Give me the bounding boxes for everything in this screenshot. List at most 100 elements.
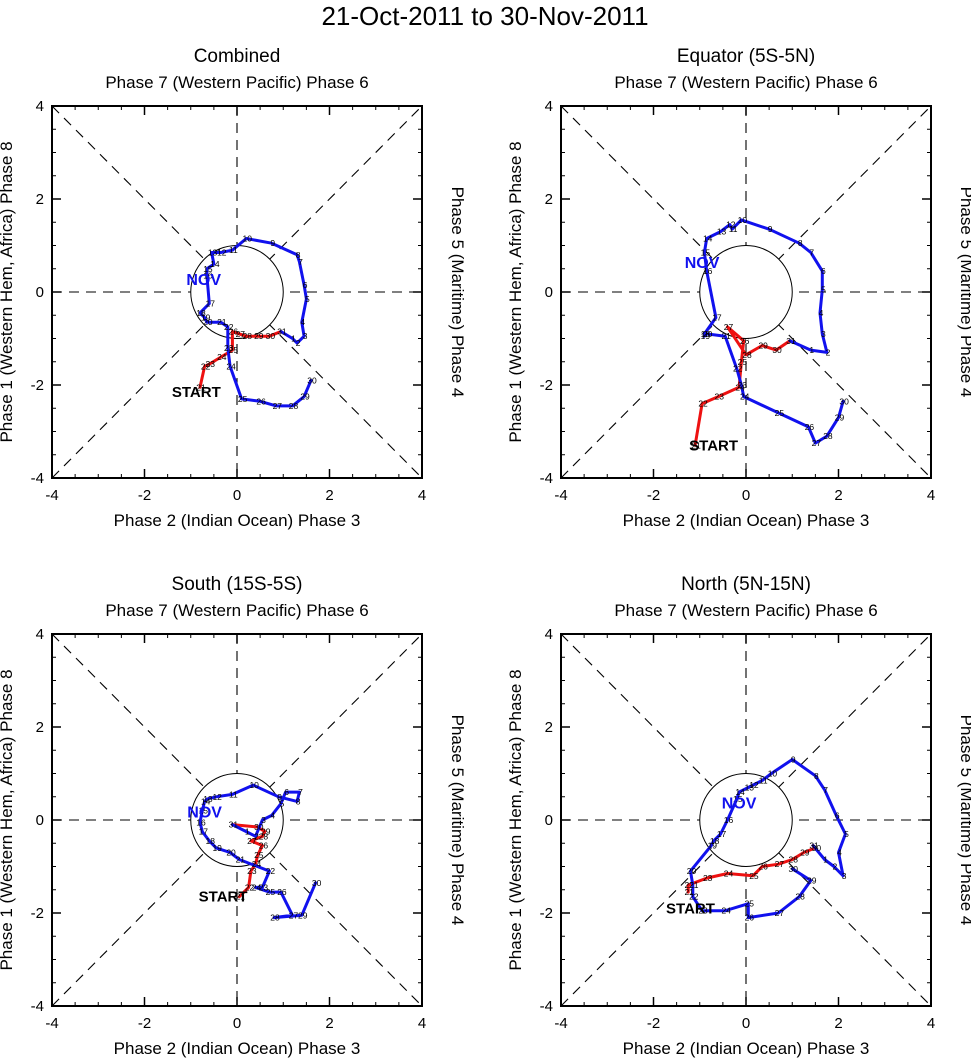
day-label: 1: [291, 334, 296, 344]
day-label: 24: [217, 352, 227, 362]
day-label: 30: [789, 864, 799, 874]
day-label: 29: [800, 848, 810, 858]
day-label: 28: [243, 331, 253, 341]
series-line-october: [686, 844, 817, 894]
x-tick-label: 2: [834, 1015, 842, 1032]
right-phase-label: Phase 5 (Maritime) Phase 4: [448, 715, 467, 926]
day-label: 5: [821, 285, 826, 295]
day-label: 25: [775, 408, 785, 418]
x-tick-label: 0: [742, 487, 750, 504]
day-label: 17: [717, 829, 727, 839]
day-label: 28: [270, 913, 280, 923]
day-label: 24: [724, 868, 734, 878]
day-label: 28: [795, 892, 805, 902]
day-label: 8: [296, 796, 301, 806]
day-label: 21: [691, 440, 701, 450]
day-label: 9: [768, 224, 773, 234]
month-label-nov: NOV: [685, 255, 720, 272]
day-label: 15: [733, 794, 743, 804]
left-phase-label: Phase 1 (Western Hem, Africa) Phase 8: [0, 669, 16, 970]
day-label: 12: [749, 780, 759, 790]
x-tick-label: 2: [325, 487, 333, 504]
day-label: 26: [745, 913, 755, 923]
day-label: 13: [208, 247, 218, 257]
x-tick-label: 2: [325, 1015, 333, 1032]
day-label: 7: [823, 785, 828, 795]
day-label: 26: [229, 327, 239, 337]
day-label: 6: [835, 810, 840, 820]
y-tick-label: -2: [540, 377, 553, 394]
day-label: 19: [708, 841, 718, 851]
day-label: 18: [710, 836, 720, 846]
day-label: 11: [729, 224, 738, 234]
day-label: 1: [823, 855, 828, 865]
start-label: START: [172, 384, 221, 401]
day-label: 9: [270, 238, 275, 248]
panel-1: Combined Phase 7 (Western Pacific) Phase …: [0, 46, 467, 530]
day-label: 27: [289, 910, 299, 920]
top-phase-label: Phase 7 (Western Pacific) Phase 6: [614, 601, 877, 620]
start-label: START: [199, 889, 248, 906]
day-label: 19: [701, 331, 711, 341]
day-label: 30: [254, 822, 264, 832]
day-label: 29: [807, 875, 817, 885]
day-label: 8: [798, 238, 803, 248]
series-line-november: [702, 218, 845, 445]
day-label: 24: [252, 882, 262, 892]
right-phase-label: Phase 5 (Maritime) Phase 4: [957, 187, 971, 398]
x-tick-label: 2: [834, 487, 842, 504]
day-label: 2: [833, 862, 838, 872]
day-label: 4: [819, 308, 824, 318]
panel-4: North (5N-15N) Phase 7 (Western Pacific) …: [506, 574, 971, 1058]
day-label: 4: [270, 810, 275, 820]
day-label: 26: [256, 396, 266, 406]
day-label: 26: [259, 841, 269, 851]
day-label: 21: [721, 331, 731, 341]
series-line-october: [198, 330, 283, 389]
day-label: 14: [210, 259, 220, 269]
day-label: 11: [229, 789, 238, 799]
panel-2: Equator (5S-5N) Phase 7 (Western Pacific)…: [506, 46, 971, 530]
day-label: 11: [759, 775, 768, 785]
day-label: 24: [721, 906, 731, 916]
day-label: 6: [821, 266, 826, 276]
day-label: 28: [823, 431, 833, 441]
day-label: 15: [701, 247, 711, 257]
day-label: 3: [303, 331, 308, 341]
day-label: 2: [254, 831, 259, 841]
panel-title: North (5N-15N): [681, 574, 811, 595]
unit-circle: [699, 773, 793, 867]
day-label: 10: [243, 234, 253, 244]
day-label: 21: [196, 382, 206, 392]
left-phase-label: Phase 1 (Western Hem, Africa) Phase 8: [0, 141, 16, 442]
day-label: 30: [307, 375, 317, 385]
day-label: 27: [775, 859, 785, 869]
day-label: 31: [229, 820, 239, 830]
series-line-october: [693, 325, 792, 447]
x-tick-label: -2: [647, 1015, 660, 1032]
day-label: 7: [298, 257, 303, 267]
right-phase-label: Phase 5 (Maritime) Phase 4: [448, 187, 467, 398]
day-label: 15: [203, 264, 213, 274]
y-tick-label: 0: [36, 812, 44, 829]
day-label: 21: [236, 892, 246, 902]
day-label: 9: [791, 755, 796, 765]
day-label: 17: [712, 313, 722, 323]
y-tick-label: 4: [545, 98, 553, 115]
start-label: START: [689, 437, 738, 454]
day-label: 16: [196, 817, 206, 827]
day-label: 30: [312, 878, 322, 888]
day-label: 24: [252, 859, 262, 869]
y-tick-label: -2: [540, 905, 553, 922]
panel-title: Equator (5S-5N): [677, 46, 815, 67]
day-label: 2: [296, 338, 301, 348]
day-label: 5: [844, 829, 849, 839]
y-tick-label: 4: [545, 626, 553, 643]
panel-title: South (15S-5S): [172, 574, 303, 595]
day-label: 15: [199, 806, 209, 816]
day-label: 9: [277, 792, 282, 802]
day-label: 1: [245, 827, 250, 837]
y-tick-label: 4: [36, 626, 44, 643]
bottom-phase-label: Phase 2 (Indian Ocean) Phase 3: [623, 511, 870, 530]
day-label: 18: [196, 308, 206, 318]
